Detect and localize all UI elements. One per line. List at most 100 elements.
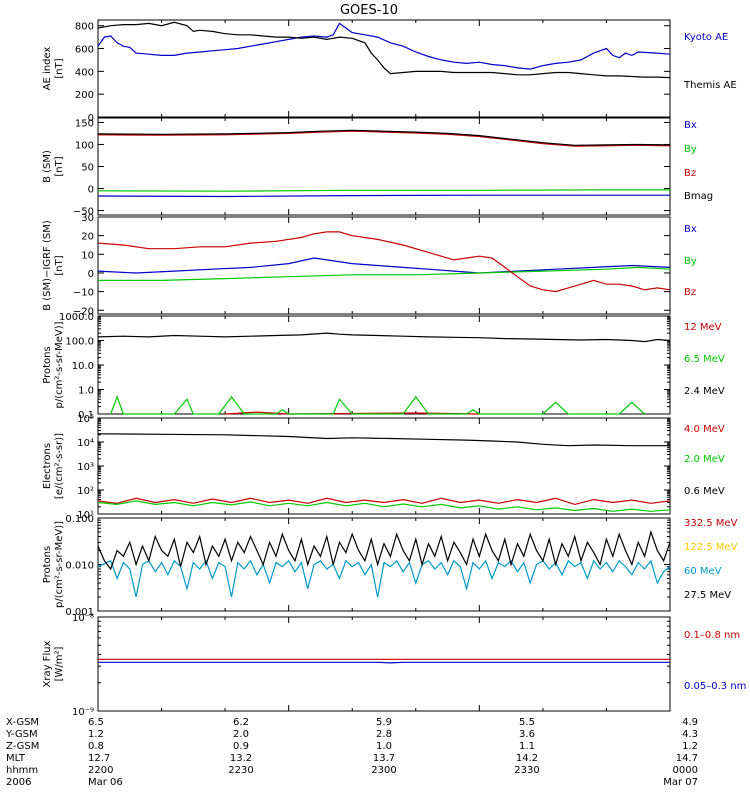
series-line-b-igrf-2 [97,231,671,293]
y-tick-label: 20 [81,232,94,243]
series-line-protons-hi-2 [97,332,671,343]
orbit-value: Mar 06 [88,777,123,788]
panel-electrons: 10¹ 10² 10³ 10⁴ 10⁵ Electrons [e/(cm²-s-sr)] 4.… [42,414,725,521]
y-axis-label: [W/m²] [54,646,65,681]
y-tick-label: 10⁻⁸ [72,613,94,624]
orbit-value: 5.9 [376,717,392,728]
panel-protons-hi: 0.1 1.0 10.0 100.0 1000.0 Protons p/(cm²-s-sr-… [42,312,725,421]
y-tick-label: 100 [75,140,94,151]
legend-entry: By [684,144,697,155]
chart-title: GOES-10 [340,3,398,18]
orbit-value: 0000 [673,765,698,776]
y-tick-label: 0 [88,269,94,280]
orbit-value: 5.5 [519,717,535,728]
y-axis-label: B (SM)−IGRF (SM) [42,220,53,311]
orbit-row-label: MLT [6,753,26,764]
legend-entry: Bz [684,287,696,298]
orbit-row-label: Y-GSM [5,729,38,740]
legend-entry: Bx [684,120,697,131]
panel-b-igrf: −20 −10 0 10 20 30 B (SM)−IGRF (SM) [nT] Bx By Bz [42,213,697,317]
orbit-value: 6.5 [88,717,104,728]
legend-entry: 6.5 MeV [684,354,725,365]
orbit-value: 14.7 [676,753,698,764]
series-line-ae-0 [97,22,671,70]
legend-entry: 0.05–0.3 nm [684,681,746,692]
panel-protons-lo: 0.001 0.010 0.100 Protons p/(cm²-s-sr-MeV)] 3… [42,514,738,618]
legend-entry: 0.1–0.8 nm [684,630,740,641]
legend-entry: 2.4 MeV [684,386,725,397]
y-axis-label: p/(cm²-s-sr-MeV)] [54,321,65,408]
series-line-b-sm-1 [97,189,670,192]
orbit-value: 1.2 [88,729,104,740]
y-tick-label: 10⁴ [77,438,94,449]
orbit-value: 14.2 [516,753,538,764]
series-line-b-sm-3 [97,129,671,146]
legend-entry: 27.5 MeV [684,590,731,601]
orbit-row-label: hhmm [6,765,38,776]
y-axis-label: B (SM) [42,150,53,183]
orbit-value: 6.2 [233,717,249,728]
y-axis-label: Protons [42,546,53,583]
series-line-electrons-2 [97,433,670,447]
y-tick-label: 50 [81,163,94,174]
y-axis-label: p/(cm²-s-sr-MeV)] [54,521,65,608]
orbit-value: 4.9 [682,717,698,728]
orbit-row-label: X-GSM [6,717,39,728]
legend-entry: 332.5 MeV [684,518,738,529]
panel-frame [97,417,671,515]
orbit-row-label: 2006 [6,777,31,788]
y-tick-label: 200 [75,90,94,101]
orbit-value: 2200 [88,765,113,776]
orbit-value: Mar 07 [663,777,698,788]
orbit-value: 2230 [228,765,253,776]
y-tick-label: 10 [81,250,94,261]
legend-entry: Kyoto AE [684,32,728,43]
series-line-xray-1 [98,661,670,664]
y-tick-label: 150 [75,118,94,129]
series-line-electrons-1 [97,500,671,512]
series-line-protons-lo-3 [97,529,671,571]
panel-b-sm: −50 0 50 100 150 B (SM) [nT] Bx By Bz Bmag [42,117,713,218]
orbit-value: 2300 [371,765,396,776]
orbit-value: 0.9 [233,741,249,752]
y-tick-label: −10 [73,288,94,299]
orbit-value: 13.7 [373,753,395,764]
y-axis-label: [nT] [54,156,65,176]
orbit-row-label: Z-GSM [6,741,39,752]
y-axis-label: [nT] [54,255,65,275]
y-tick-label: 30 [81,213,94,224]
series-line-ae-1 [97,21,671,79]
legend-entry: 4.0 MeV [684,424,725,435]
orbit-value: 4.3 [682,729,698,740]
legend-entry: 122.5 MeV [684,542,738,553]
legend-entry: 0.6 MeV [684,486,725,497]
series-line-b-igrf-0 [97,257,671,274]
orbit-value: 3.6 [519,729,535,740]
y-tick-label: 600 [75,45,94,56]
y-tick-label: 0.001 [65,607,94,618]
legend-entry: By [684,256,697,267]
y-tick-label: 0 [88,185,94,196]
orbit-value: 0.8 [88,741,104,752]
legend-entry: 60 MeV [684,566,722,577]
y-tick-label: 1.0 [78,386,94,397]
y-tick-label: 100.0 [65,337,94,348]
series-line-protons-lo-2 [97,559,671,598]
panel-frame [97,19,671,118]
y-tick-label: 10¹ [77,510,94,521]
series-line-b-igrf-1 [98,266,671,281]
y-tick-label: −50 [73,207,94,218]
y-axis-label: Xray Flux [42,640,53,687]
y-tick-label: 0.1 [78,410,94,421]
y-tick-label: 10.0 [72,361,94,372]
y-tick-label: 1000.0 [59,312,94,323]
y-tick-label: 0.100 [65,514,94,525]
y-tick-label: −20 [73,306,94,317]
y-axis-label: AE index [42,47,53,91]
panel-ae: 0 200 400 600 800 AE index [nT] Kyoto AE Themis … [42,19,737,124]
legend-entry: Bx [684,224,697,235]
panel-frame [97,216,671,315]
orbit-value: 1.0 [376,741,392,752]
orbit-value: 2330 [514,765,539,776]
